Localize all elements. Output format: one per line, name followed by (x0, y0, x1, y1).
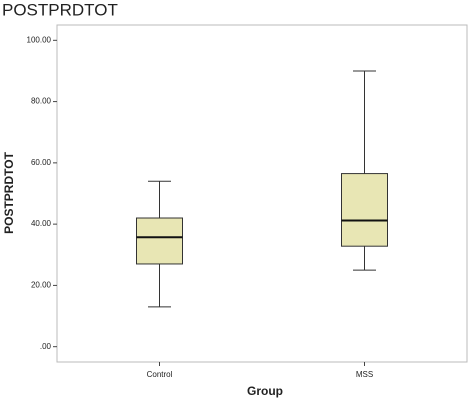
box (341, 173, 388, 247)
x-tick-label: Control (147, 370, 173, 379)
x-axis-label: Group (247, 384, 283, 398)
chart-title: POSTPRDTOT (2, 0, 118, 19)
y-tick-label: 80.00 (31, 97, 52, 106)
y-tick-label: 20.00 (31, 281, 52, 290)
y-tick-label: 40.00 (31, 219, 52, 228)
y-axis-label: POSTPRDTOT (2, 151, 16, 233)
box (136, 217, 183, 265)
plot-frame (56, 24, 468, 363)
x-tick-label: MSS (356, 370, 373, 379)
y-tick-label: .00 (40, 342, 52, 351)
y-tick-label: 60.00 (31, 158, 52, 167)
y-tick-label: 100.00 (27, 35, 52, 44)
